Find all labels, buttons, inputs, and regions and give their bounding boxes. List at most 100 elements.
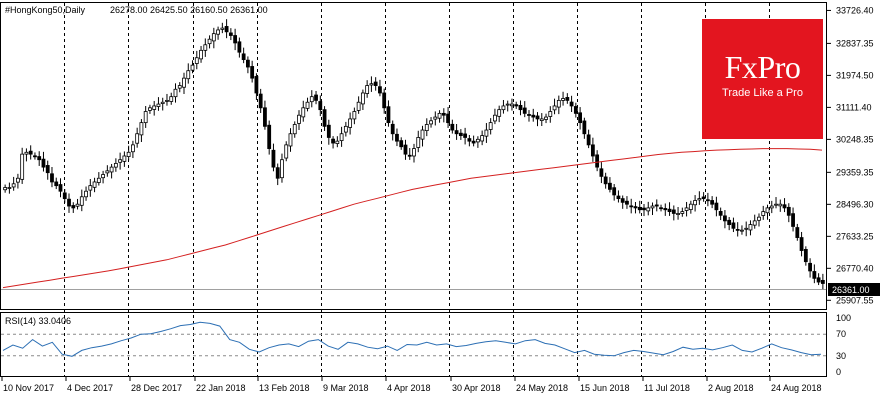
candle-body xyxy=(514,104,519,107)
candle-body xyxy=(288,133,293,147)
candle-body xyxy=(820,279,825,284)
candle-body xyxy=(126,151,131,157)
candle-body xyxy=(139,122,144,136)
candle-body xyxy=(633,206,638,209)
candle-body xyxy=(241,53,246,61)
candle-body xyxy=(544,116,548,120)
candle-body xyxy=(535,115,540,120)
candle-body xyxy=(752,220,757,226)
candle-body xyxy=(50,173,54,183)
candle-body xyxy=(16,177,20,183)
date-tick-label: 15 Jun 2018 xyxy=(580,383,630,393)
candle-body xyxy=(84,190,88,198)
candle-body xyxy=(463,133,468,138)
candle-body xyxy=(79,196,84,206)
candle-body xyxy=(697,198,702,201)
candle-body xyxy=(335,140,340,144)
candle-body xyxy=(24,151,29,155)
candle-body xyxy=(284,144,289,159)
candle-body xyxy=(501,105,506,111)
rsi-line xyxy=(2,321,822,357)
candle-body xyxy=(267,124,272,149)
candle-body xyxy=(386,106,391,124)
candle-body xyxy=(75,203,80,207)
candle-body xyxy=(343,125,348,133)
candle-body xyxy=(723,215,727,222)
candle-body xyxy=(382,92,387,109)
candle-body xyxy=(190,64,195,71)
date-tick-label: 30 Apr 2018 xyxy=(452,383,501,393)
candle-body xyxy=(373,81,378,86)
candle-body xyxy=(160,101,165,104)
candle-body xyxy=(245,59,250,68)
candles xyxy=(3,19,825,290)
candle-body xyxy=(446,113,450,124)
candle-body xyxy=(322,109,327,127)
candle-body xyxy=(437,112,442,119)
candle-body xyxy=(454,130,459,135)
price-tick-label: 29359.35 xyxy=(836,167,874,177)
candle-body xyxy=(11,183,16,188)
candle-body xyxy=(803,249,808,263)
candle-body xyxy=(599,168,604,177)
candle-body xyxy=(769,205,774,209)
candle-body xyxy=(701,196,706,200)
candle-body xyxy=(744,227,749,230)
candle-body xyxy=(424,124,429,132)
candle-body xyxy=(693,200,697,206)
candle-body xyxy=(433,116,438,120)
candle-body xyxy=(309,96,314,103)
candle-body xyxy=(156,103,161,107)
candle-body xyxy=(271,149,276,168)
date-tick-label: 9 Mar 2018 xyxy=(323,383,369,393)
candle-body xyxy=(254,76,259,94)
candle-body xyxy=(522,107,527,114)
candle-body xyxy=(416,137,421,148)
candle-body xyxy=(688,203,693,210)
last-price-tag xyxy=(828,283,880,296)
date-axis: 10 Nov 2017 4 Dec 2017 28 Dec 2017 22 Jan 2… xyxy=(1,377,822,393)
candle-body xyxy=(258,93,263,109)
candle-body xyxy=(365,85,370,94)
candle-body xyxy=(569,101,574,107)
candle-body xyxy=(731,222,736,229)
candle-body xyxy=(105,170,110,174)
candle-body xyxy=(37,156,42,161)
candle-body xyxy=(250,66,255,79)
candle-body xyxy=(616,195,621,200)
rsi-axis: 100 70 30 0 xyxy=(836,313,851,377)
candle-body xyxy=(403,144,408,155)
candle-body xyxy=(710,200,715,205)
logo-name: FxPro xyxy=(724,49,801,85)
rsi-tick-label: 0 xyxy=(836,367,841,377)
candle-body xyxy=(67,198,71,207)
last-price-label: 26361.00 xyxy=(832,285,870,295)
candle-body xyxy=(642,207,646,211)
candle-body xyxy=(757,216,761,221)
price-tick-label: 30248.35 xyxy=(836,134,874,144)
candle-body xyxy=(301,107,306,118)
rsi-tick-label: 100 xyxy=(836,313,851,323)
rsi-label: RSI(14) 33.0406 xyxy=(5,316,71,326)
candle-body xyxy=(169,96,174,102)
date-tick-label: 24 Aug 2018 xyxy=(771,383,822,393)
candle-body xyxy=(165,99,169,102)
price-tick-label: 31974.50 xyxy=(836,70,874,80)
candle-body xyxy=(659,207,663,210)
candle-body xyxy=(211,33,216,42)
price-tick-label: 28496.30 xyxy=(836,199,874,209)
candle-body xyxy=(625,200,629,205)
candle-body xyxy=(475,138,480,143)
candle-body xyxy=(441,112,446,116)
candle-body xyxy=(199,49,203,60)
candle-body xyxy=(131,144,135,153)
candle-body xyxy=(20,153,25,180)
candle-body xyxy=(92,181,97,188)
candle-body xyxy=(339,133,344,142)
candle-body xyxy=(109,166,114,173)
candle-body xyxy=(637,206,642,211)
candle-body xyxy=(603,176,608,185)
candle-body xyxy=(671,209,676,214)
rsi-tick-label: 30 xyxy=(836,351,846,361)
